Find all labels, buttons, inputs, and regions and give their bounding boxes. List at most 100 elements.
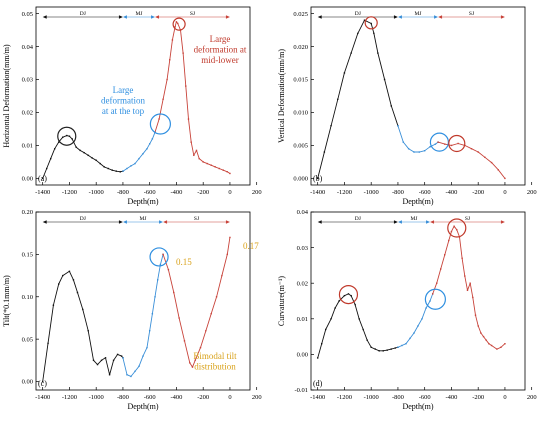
data-point — [382, 350, 384, 352]
data-point — [358, 318, 360, 320]
series-line — [317, 293, 399, 359]
y-tick-label: 0.02 — [297, 280, 308, 287]
x-tick-label: -800 — [117, 394, 129, 401]
zone-arrow-head-right — [118, 220, 123, 224]
data-point — [432, 293, 434, 295]
data-point — [461, 257, 463, 259]
y-tick-label: 0.02 — [22, 110, 33, 117]
annotation-value-015: 0.15 — [176, 257, 192, 267]
zone-arrow-head-right — [500, 220, 505, 224]
zone-arrow-head-right — [118, 15, 123, 19]
data-point — [82, 308, 84, 311]
panel-d: -1400 -1200 -1000 -800 -600 -400 -200 0 200 -0.01… — [277, 209, 537, 411]
data-point — [79, 149, 81, 152]
data-point — [151, 313, 154, 315]
x-tick-label: -1000 — [89, 189, 104, 196]
series-line — [432, 225, 506, 350]
data-point — [205, 329, 207, 332]
annotation-line: deformation at — [194, 45, 247, 55]
series-line — [122, 254, 164, 377]
zone-arrow-mj: MJ — [122, 11, 156, 19]
data-point — [108, 374, 111, 376]
x-tick-label: -1400 — [35, 189, 50, 196]
data-point — [66, 134, 68, 137]
plot-frame — [310, 6, 526, 186]
series-line — [42, 135, 124, 179]
y-tick-label: 0.03 — [297, 245, 308, 252]
data-point — [115, 170, 117, 172]
x-tick-label: -600 — [419, 189, 431, 196]
data-point — [330, 124, 332, 127]
data-point — [457, 142, 459, 145]
zone-arrow-head-right — [393, 220, 398, 224]
data-point — [198, 157, 200, 160]
data-point — [330, 318, 332, 320]
data-point — [229, 236, 231, 239]
zone-arrow-sj: SJ — [155, 11, 230, 19]
y-tick-label: 0.015 — [293, 77, 308, 84]
data-point — [116, 353, 119, 356]
x-axis-label: Depth(m) — [127, 402, 158, 411]
series-dj — [316, 293, 399, 359]
x-tick-label: -200 — [472, 394, 484, 401]
x-tick-label: 200 — [252, 394, 262, 401]
data-point — [497, 169, 499, 171]
series-mj — [397, 293, 434, 348]
zone-arrow-head-left — [122, 220, 127, 224]
annotation-line: Bimodal tilt — [193, 351, 237, 361]
annotation-line: Large — [113, 85, 134, 95]
data-point — [413, 151, 415, 153]
data-point — [488, 343, 490, 345]
data-point — [120, 355, 123, 357]
data-point — [456, 229, 458, 231]
highlight-circle-dj-peak — [338, 284, 359, 305]
data-point — [190, 141, 192, 143]
data-point — [175, 21, 178, 23]
data-point — [490, 344, 493, 347]
highlight-circle-mj-peak — [149, 247, 169, 267]
data-point — [504, 177, 506, 180]
data-point — [423, 150, 426, 152]
y-tick-label: 0.000 — [293, 176, 308, 183]
zone-arrow-head-left — [397, 15, 402, 19]
y-tick-label: 0.05 — [22, 336, 33, 343]
data-point — [142, 152, 144, 155]
data-point — [383, 78, 386, 81]
data-point — [421, 318, 423, 320]
data-point — [46, 167, 48, 170]
data-point — [159, 263, 162, 266]
data-point — [472, 296, 474, 299]
zone-arrow-sj: SJ — [438, 11, 505, 19]
data-point — [58, 141, 60, 143]
y-axis-label: Tilt(*0.1mm/m) — [2, 275, 11, 327]
data-point — [92, 359, 95, 362]
data-point — [189, 362, 191, 364]
zone-arrow-dj: DJ — [317, 216, 398, 224]
data-point — [370, 346, 372, 348]
series-mj — [122, 253, 164, 378]
data-point — [390, 105, 392, 107]
data-point — [316, 177, 319, 180]
data-point — [418, 151, 421, 153]
zone-arrow-sj: SJ — [430, 216, 505, 224]
data-point — [171, 39, 174, 41]
panel-c: -1400 -1200 -1000 -800 -600 -400 -200 0 200 0.00 0… — [2, 209, 262, 411]
annotation-line: deformation — [101, 96, 145, 106]
data-point — [477, 151, 479, 153]
plot-frame — [310, 211, 526, 391]
data-point — [167, 268, 170, 271]
data-point — [226, 171, 228, 173]
y-tick-label: 0.15 — [22, 252, 33, 259]
data-point — [111, 169, 113, 171]
data-point — [134, 162, 136, 165]
data-point — [374, 348, 376, 350]
x-tick-label: 200 — [527, 189, 537, 196]
data-point — [350, 294, 352, 297]
y-tick-label: 0.020 — [293, 44, 308, 51]
x-tick-label: -400 — [170, 394, 182, 401]
data-point — [138, 157, 140, 160]
zone-arrow-dj: DJ — [42, 11, 123, 19]
x-tick-label: 0 — [228, 189, 231, 196]
data-point — [450, 230, 453, 233]
x-tick-label: -1400 — [310, 394, 325, 401]
